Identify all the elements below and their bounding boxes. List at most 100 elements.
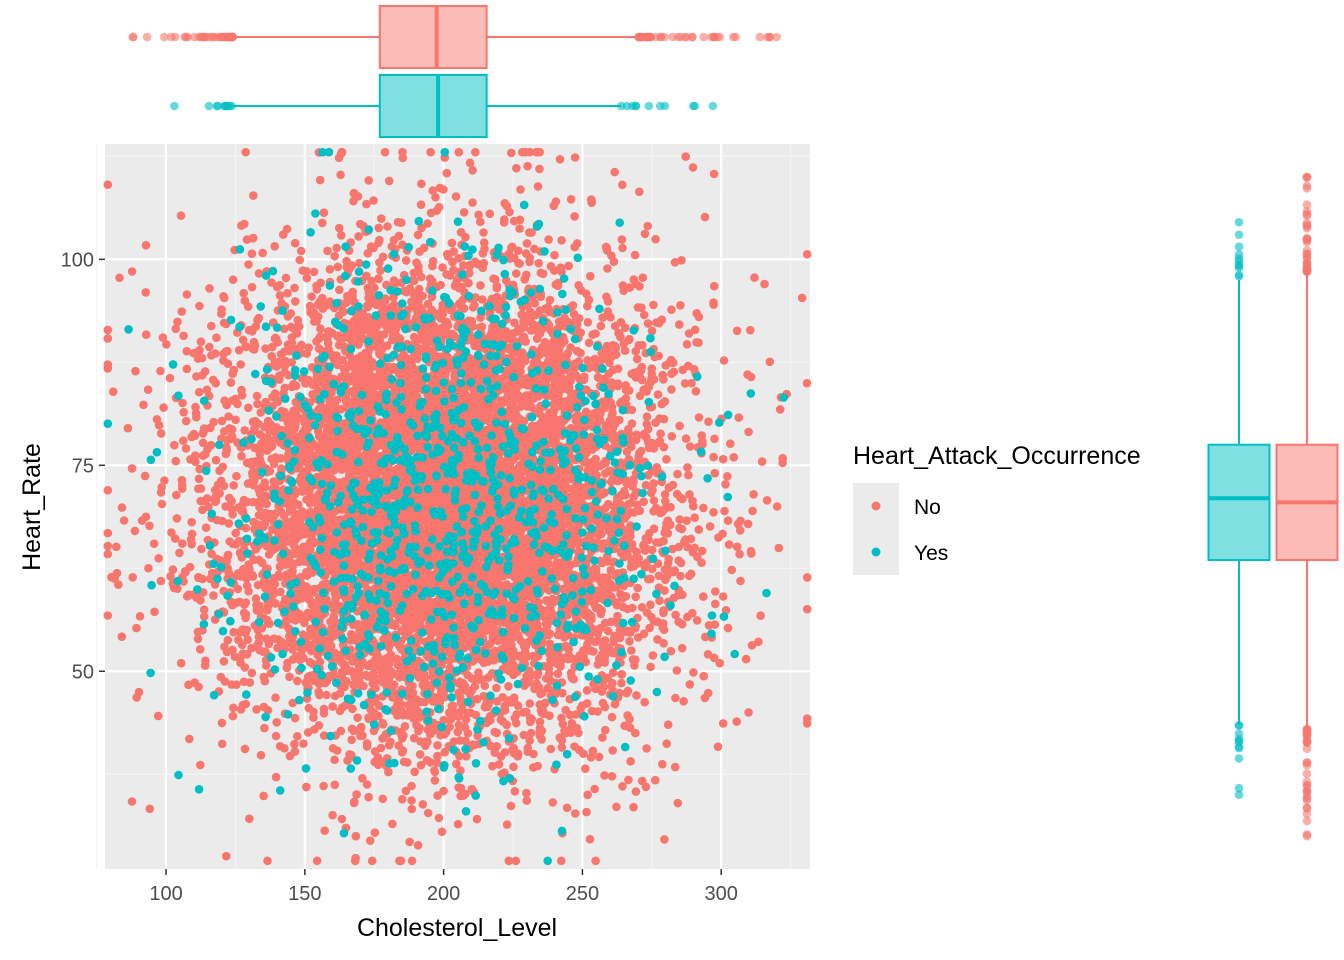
scatter-point-no: [319, 709, 329, 718]
scatter-point-no: [309, 267, 319, 277]
scatter-point-no: [394, 741, 403, 750]
scatter-point-no: [103, 541, 113, 551]
scatter-point-no: [234, 635, 243, 645]
scatter-point-no: [115, 273, 124, 283]
scatter-point-no: [593, 412, 602, 422]
scatter-point-no: [622, 447, 632, 457]
scatter-point-no: [557, 267, 566, 277]
scatter-point-no: [489, 274, 498, 284]
scatter-point-no: [656, 429, 665, 439]
scatter-point-no: [584, 338, 594, 348]
scatter-point-no: [223, 635, 233, 645]
scatter-point-no: [332, 243, 342, 253]
scatter-point-no: [673, 798, 683, 808]
scatter-point-no: [302, 495, 311, 504]
scatter-point-no: [461, 715, 471, 724]
scatter-point-no: [655, 436, 665, 446]
scatter-point-no: [590, 784, 599, 794]
scatter-point-no: [410, 767, 420, 777]
scatter-point-no: [369, 196, 378, 205]
scatter-point-no: [692, 616, 702, 625]
scatter-point-no: [351, 831, 361, 841]
scatter-point-no: [453, 819, 463, 829]
scatter-point-no: [283, 288, 292, 298]
scatter-point-no: [439, 786, 448, 796]
scatter-point-no: [515, 259, 524, 268]
scatter-point-no: [459, 208, 469, 217]
scatter-point-no: [496, 374, 506, 384]
scatter-point-no: [741, 654, 751, 664]
scatter-point-no: [426, 729, 435, 739]
scatter-point-no: [523, 161, 532, 171]
scatter-point-no: [364, 176, 374, 185]
scatter-point-no: [710, 434, 719, 444]
scatter-point-no: [342, 256, 351, 266]
scatter-point-no: [195, 301, 204, 311]
scatter-point-no: [700, 693, 710, 703]
scatter-point-no: [354, 232, 363, 241]
scatter-point-no: [217, 416, 227, 426]
scatter-point-no: [802, 604, 812, 614]
scatter-point-no: [259, 791, 268, 801]
scatter-point-no: [617, 678, 626, 688]
scatter-point-no: [732, 542, 742, 552]
scatter-point-no: [744, 708, 753, 717]
scatter-point-no: [433, 751, 442, 761]
scatter-point-no: [611, 350, 621, 359]
scatter-point-no: [692, 309, 701, 318]
scatter-point-no: [438, 263, 447, 272]
scatter-point-no: [711, 599, 720, 609]
scatter-point-no: [532, 679, 541, 688]
scatter-point-no: [179, 407, 188, 417]
scatter-point-no: [697, 558, 706, 567]
scatter-point-no: [632, 354, 642, 364]
scatter-point-no: [607, 712, 617, 722]
scatter-point-no: [347, 735, 356, 745]
scatter-point-no: [217, 718, 227, 728]
scatter-point-no: [103, 334, 113, 343]
scatter-point-no: [610, 699, 620, 709]
scatter-point-no: [166, 572, 175, 581]
scatter-point-no: [400, 722, 410, 731]
scatter-point-no: [667, 305, 676, 315]
scatter-point-no: [243, 302, 253, 311]
scatter-point-no: [179, 331, 188, 341]
scatter-point-no: [675, 320, 684, 329]
scatter-point-no: [328, 810, 337, 820]
scatter-point-no: [220, 677, 230, 686]
scatter-point-no: [292, 329, 302, 338]
scatter-point-no: [358, 774, 367, 783]
scatter-point-no: [454, 147, 464, 157]
scatter-point-no: [700, 212, 710, 222]
scatter-point-no: [512, 163, 521, 173]
scatter-point-no: [247, 249, 257, 258]
scatter-point-no: [642, 412, 652, 422]
scatter-point-no: [582, 807, 591, 817]
scatter-point-no: [305, 301, 315, 311]
scatter-point-no: [677, 255, 686, 265]
scatter-point-no: [418, 800, 428, 809]
scatter-point-no: [671, 693, 680, 703]
scatter-point-no: [325, 297, 335, 306]
scatter-point-no: [196, 596, 205, 605]
scatter-point-no: [614, 328, 623, 338]
scatter-point-no: [646, 662, 655, 672]
scatter-point-no: [477, 322, 487, 332]
scatter-point-no: [245, 678, 255, 687]
scatter-point-no: [645, 623, 654, 633]
scatter-point-no: [377, 214, 386, 223]
scatter-point-no: [243, 635, 252, 645]
scatter-point-no: [302, 273, 312, 283]
scatter-points: [103, 147, 812, 866]
scatter-point-no: [757, 457, 767, 466]
scatter-point-no: [353, 713, 362, 722]
scatter-point-no: [376, 266, 385, 275]
scatter-point-no: [571, 809, 580, 818]
scatter-point-no: [536, 689, 545, 699]
scatter-point-no: [237, 451, 246, 461]
scatter-point-no: [401, 256, 411, 265]
scatter-point-no: [405, 837, 414, 847]
scatter-point-no: [366, 242, 376, 251]
scatter-point-no: [315, 657, 325, 667]
scatter-point-no: [315, 175, 325, 185]
